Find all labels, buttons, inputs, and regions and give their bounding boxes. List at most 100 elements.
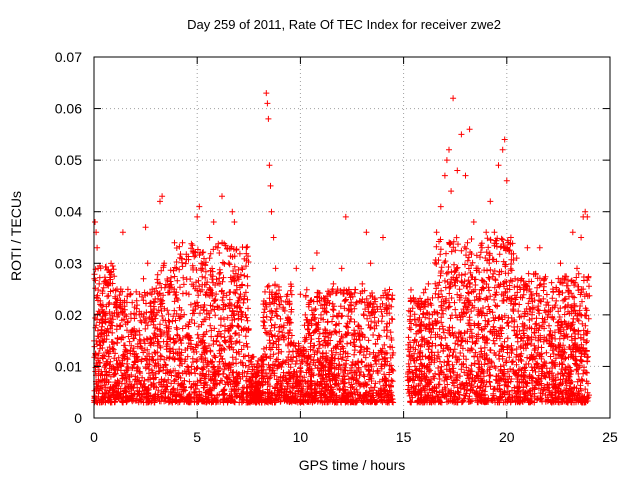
data-point <box>185 291 192 298</box>
x-tick-label: 20 <box>499 429 515 445</box>
data-point <box>437 203 444 210</box>
data-point <box>545 311 552 318</box>
data-point <box>429 322 436 329</box>
data-point <box>516 301 523 308</box>
data-point <box>173 265 180 272</box>
data-point <box>214 244 221 251</box>
data-point <box>297 291 304 298</box>
data-point <box>161 260 168 267</box>
data-point <box>280 322 287 329</box>
scatter-cloud <box>91 234 593 406</box>
data-point <box>107 384 114 391</box>
data-point <box>216 280 223 287</box>
data-point <box>265 115 272 122</box>
data-point <box>380 234 386 241</box>
x-axis-label: GPS time / hours <box>298 457 406 473</box>
data-point <box>159 193 166 200</box>
data-point <box>313 250 320 256</box>
data-point <box>111 394 118 401</box>
data-point <box>532 270 539 277</box>
y-tick-label: 0.04 <box>55 204 82 220</box>
data-point <box>132 358 139 365</box>
data-point <box>96 280 103 287</box>
data-point <box>346 306 353 313</box>
data-point <box>334 286 341 293</box>
data-point <box>272 265 279 272</box>
data-point <box>351 327 358 334</box>
data-point <box>425 280 432 287</box>
data-point <box>243 389 250 396</box>
data-point <box>388 389 395 396</box>
data-point <box>117 286 124 293</box>
data-point <box>371 296 378 303</box>
x-tick-label: 15 <box>396 429 412 445</box>
data-point <box>95 265 102 272</box>
data-point <box>553 286 560 293</box>
data-point <box>167 348 174 354</box>
data-point <box>474 265 481 272</box>
data-point <box>293 265 300 272</box>
data-point <box>462 172 469 179</box>
data-point <box>301 322 308 329</box>
data-point <box>454 167 461 174</box>
data-point <box>263 90 270 97</box>
data-point <box>210 219 217 225</box>
data-point <box>103 368 110 375</box>
data-point <box>206 234 213 241</box>
data-point <box>413 322 419 329</box>
data-point <box>495 162 502 169</box>
data-point <box>483 229 490 236</box>
data-point <box>450 95 457 102</box>
data-point <box>584 213 591 220</box>
data-point <box>270 234 277 241</box>
data-point <box>289 358 296 365</box>
data-point <box>520 327 527 334</box>
data-points <box>92 90 591 401</box>
data-point <box>355 358 362 365</box>
data-point <box>97 301 104 308</box>
data-point <box>503 177 510 184</box>
data-point <box>404 373 411 380</box>
data-point <box>198 260 205 267</box>
data-point <box>441 172 448 179</box>
data-point <box>231 219 238 225</box>
data-point <box>491 229 498 236</box>
data-point <box>561 296 568 303</box>
data-point <box>507 234 514 241</box>
data-point <box>221 301 227 308</box>
y-tick-label: 0.02 <box>55 307 82 323</box>
data-point <box>578 234 585 241</box>
data-point <box>239 373 246 380</box>
data-point <box>466 126 473 133</box>
data-point <box>309 265 316 272</box>
x-tick-label: 25 <box>602 429 618 445</box>
data-point <box>338 265 345 272</box>
data-point <box>330 280 337 287</box>
data-point <box>177 337 184 344</box>
data-point <box>98 317 105 323</box>
data-point <box>470 219 477 225</box>
data-point <box>448 188 455 195</box>
data-point <box>359 280 366 287</box>
data-point <box>99 337 106 344</box>
data-point <box>115 378 122 385</box>
data-point <box>524 244 531 251</box>
data-point <box>565 322 572 329</box>
data-point <box>479 244 485 251</box>
data-point <box>148 291 155 298</box>
data-point <box>229 208 236 215</box>
chart-title: Day 259 of 2011, Rate Of TEC Index for r… <box>187 17 501 32</box>
data-point <box>105 378 112 385</box>
dense-cloud <box>91 234 593 406</box>
data-point <box>119 229 126 236</box>
data-point <box>124 327 130 334</box>
data-point <box>363 229 370 236</box>
ticks: 0 0.01 0.02 0.03 0.04 0.05 0.06 0.07 0 5 10 15 20 25 <box>55 49 618 445</box>
y-tick-label: 0.05 <box>55 152 82 168</box>
data-point <box>322 342 329 349</box>
y-tick-label: 0.03 <box>55 255 82 271</box>
data-point <box>157 198 163 205</box>
data-point <box>252 389 258 396</box>
data-point <box>181 358 188 365</box>
